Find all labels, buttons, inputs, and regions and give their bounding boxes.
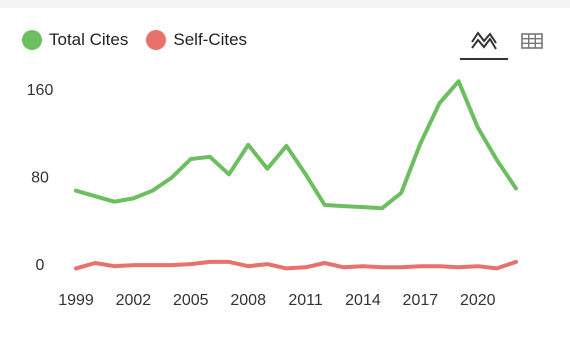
series-line-self-cites [74, 259, 518, 271]
x-tick-label: 2002 [116, 292, 152, 309]
x-tick-label: 2017 [403, 292, 439, 309]
y-tick-label: 80 [31, 170, 49, 187]
x-tick-label: 2014 [345, 292, 381, 309]
table-view-button[interactable] [508, 22, 556, 60]
legend-item-self-cites[interactable]: Self-Cites [146, 30, 247, 50]
table-icon [521, 33, 543, 49]
line-chart-icon [471, 31, 497, 50]
x-tick-label: 2005 [173, 292, 209, 309]
x-tick-label: 2008 [230, 292, 266, 309]
y-tick-label: 160 [27, 82, 54, 99]
legend: Total Cites Self-Cites [22, 30, 265, 50]
chart-card: Total Cites Self-Cites [0, 8, 570, 350]
y-tick-label: 0 [36, 257, 45, 274]
line-chart-view-button[interactable] [460, 22, 508, 60]
legend-dot-self-cites [146, 30, 167, 50]
view-toggle [460, 22, 556, 60]
legend-label-self-cites: Self-Cites [173, 30, 248, 49]
series-line-total-cites [74, 79, 518, 211]
legend-label-total-cites: Total Cites [49, 30, 129, 49]
x-tick-label: 1999 [58, 292, 94, 309]
legend-item-total-cites[interactable]: Total Cites [22, 30, 128, 50]
x-tick-label: 2011 [288, 292, 323, 309]
x-tick-label: 2020 [460, 292, 496, 309]
legend-dot-total-cites [22, 30, 42, 50]
